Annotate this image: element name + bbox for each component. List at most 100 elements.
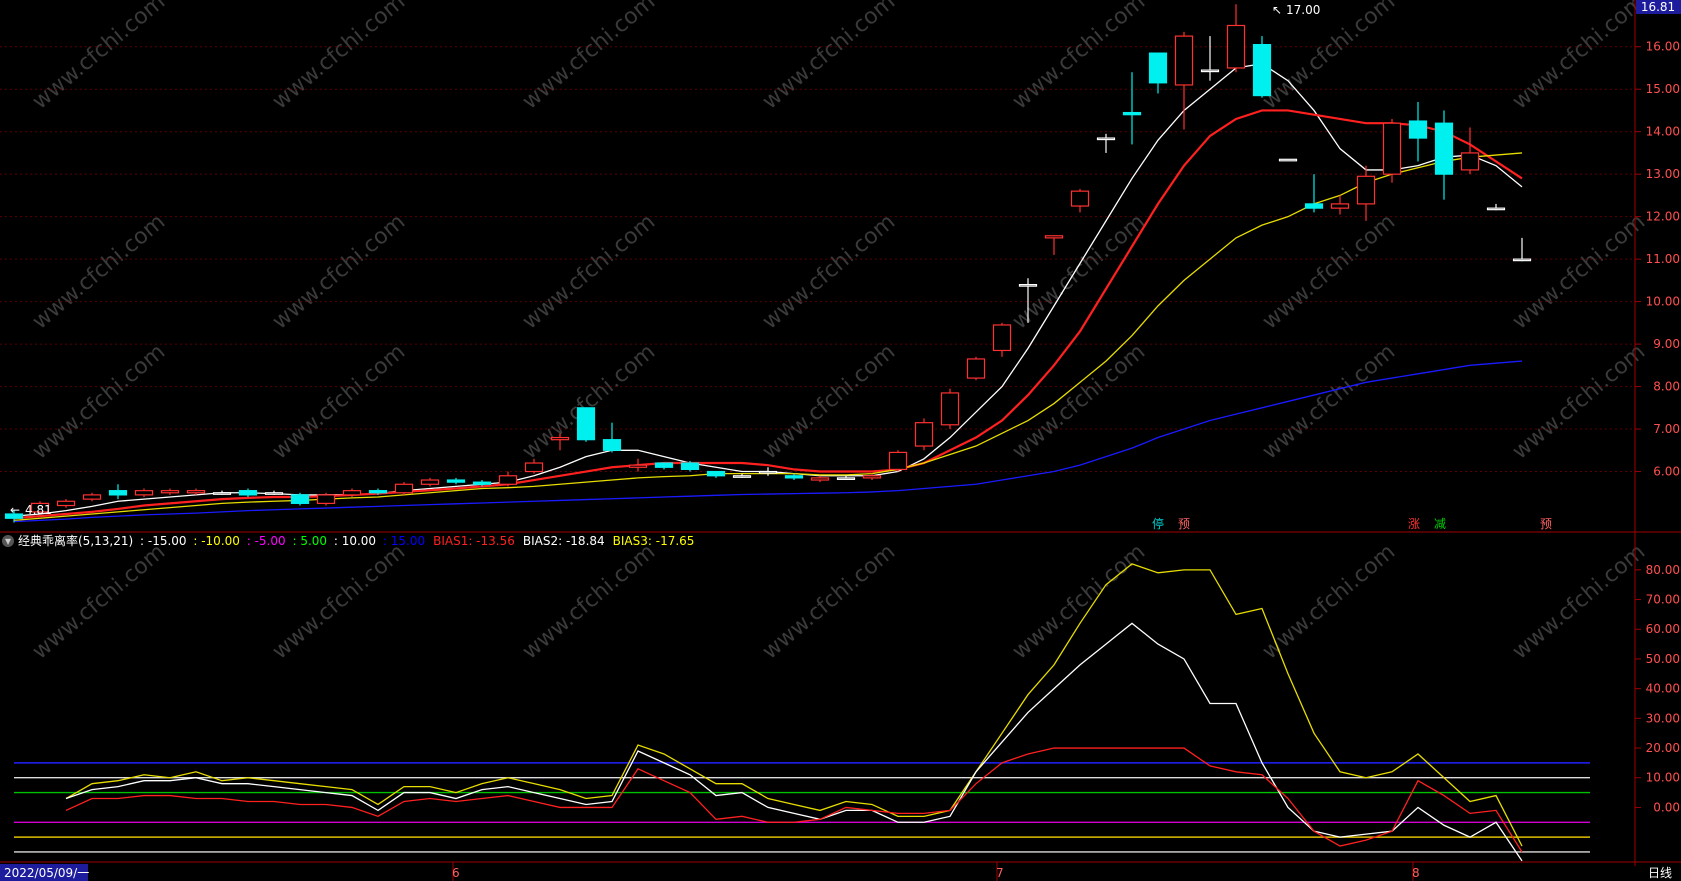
- candlestick-series[interactable]: [4, 4, 1532, 523]
- candle-body[interactable]: [940, 392, 960, 426]
- candle-body[interactable]: [316, 494, 336, 504]
- bias-lines: [65, 563, 1523, 862]
- candle-body[interactable]: [654, 462, 674, 468]
- candle-body[interactable]: [1096, 137, 1116, 141]
- candle-body[interactable]: [82, 494, 102, 500]
- bias-tick-label: 60.00: [1646, 622, 1680, 636]
- candle-body[interactable]: [212, 492, 232, 495]
- candle-body[interactable]: [498, 475, 518, 485]
- candle-body[interactable]: [836, 477, 856, 480]
- candle-body[interactable]: [1174, 35, 1194, 86]
- candle-body[interactable]: [108, 490, 128, 496]
- candle-body[interactable]: [1252, 44, 1272, 97]
- price-tick-label: 14.00: [1646, 125, 1680, 139]
- indicator-menu-icon[interactable]: [2, 535, 14, 547]
- bias-line: [65, 622, 1523, 862]
- bias-value: BIAS3: -17.65: [613, 534, 695, 548]
- start-date-box: [0, 864, 88, 881]
- candle-body[interactable]: [706, 470, 726, 477]
- start-date-label: 2022/05/09/一: [4, 866, 89, 880]
- candle-body[interactable]: [238, 490, 258, 496]
- candle-body[interactable]: [134, 490, 154, 496]
- level-value: : 15.00: [379, 534, 425, 548]
- level-value: : 10.00: [330, 534, 376, 548]
- price-tick-label: 10.00: [1646, 295, 1680, 309]
- candle-body[interactable]: [888, 451, 908, 471]
- bias-tick-label: 40.00: [1646, 682, 1680, 696]
- low-annotation: 4.81: [25, 503, 52, 517]
- candle-body[interactable]: [1122, 111, 1142, 116]
- price-tick-label: 16.00: [1646, 40, 1680, 54]
- candle-body[interactable]: [524, 462, 544, 473]
- candle-body[interactable]: [966, 358, 986, 379]
- candle-body[interactable]: [472, 481, 492, 485]
- month-label-6: 6: [452, 866, 460, 880]
- candle-body[interactable]: [1460, 152, 1480, 171]
- high-annotation: 17.00: [1286, 3, 1320, 17]
- candle-body[interactable]: [810, 477, 830, 481]
- price-tick-label: 6.00: [1653, 465, 1680, 479]
- candle-body[interactable]: [1408, 120, 1428, 139]
- chevron-down-icon: ▾: [5, 534, 11, 548]
- candle-body[interactable]: [1226, 24, 1246, 69]
- candle-body[interactable]: [56, 500, 76, 507]
- candle-body[interactable]: [394, 483, 414, 494]
- candle-body[interactable]: [186, 490, 206, 494]
- level-value: : 5.00: [289, 534, 327, 548]
- candle-body[interactable]: [784, 475, 804, 479]
- candle-body[interactable]: [862, 475, 882, 479]
- candle-body[interactable]: [290, 494, 310, 504]
- bias-tick-label: 0.00: [1653, 800, 1680, 814]
- level-value: : -10.00: [190, 534, 240, 548]
- candle-body[interactable]: [368, 490, 388, 494]
- candle-body[interactable]: [758, 470, 778, 474]
- candle-body[interactable]: [1330, 203, 1350, 209]
- candle-body[interactable]: [602, 439, 622, 451]
- candle-body[interactable]: [1200, 69, 1220, 73]
- price-axis: 16.00 15.00 14.00 13.00 12.00 11.00 10.00 9.00 8…: [1635, 40, 1680, 479]
- candle-body[interactable]: [914, 422, 934, 447]
- candle-body[interactable]: [1018, 284, 1038, 287]
- bias-tick-label: 30.00: [1646, 711, 1680, 725]
- candle-body[interactable]: [1278, 158, 1298, 162]
- signal-marker-1: 停: [1152, 516, 1164, 531]
- period-label[interactable]: 日线: [1648, 866, 1672, 880]
- signal-marker-3: 涨: [1408, 516, 1420, 531]
- candle-body[interactable]: [1070, 190, 1090, 207]
- level-value: : -15.00: [140, 534, 187, 548]
- candle-body[interactable]: [1148, 52, 1168, 84]
- candle-body[interactable]: [732, 475, 752, 478]
- candle-body[interactable]: [1356, 175, 1376, 205]
- bias-tick-label: 10.00: [1646, 771, 1680, 785]
- candle-body[interactable]: [1382, 122, 1402, 175]
- candle-body[interactable]: [1512, 258, 1532, 262]
- candle-body[interactable]: [1304, 203, 1324, 209]
- candle-body[interactable]: [342, 490, 362, 496]
- bias-value: BIAS1: -13.56: [433, 534, 515, 548]
- indicator-header[interactable]: 经典乖离率(5,13,21) : -15.00 : -10.00 : -5.00…: [18, 533, 694, 548]
- current-price-box: [1636, 0, 1681, 14]
- candle-body[interactable]: [680, 462, 700, 471]
- candle-body[interactable]: [30, 502, 50, 513]
- candle-body[interactable]: [160, 490, 180, 494]
- bias-line: [65, 563, 1523, 847]
- candle-body[interactable]: [420, 479, 440, 485]
- candle-body[interactable]: [576, 407, 596, 441]
- candle-body[interactable]: [1486, 207, 1506, 211]
- candle-body[interactable]: [550, 436, 570, 441]
- candle-body[interactable]: [446, 479, 466, 483]
- signal-marker-4: 减: [1434, 517, 1446, 531]
- indicator-title: 经典乖离率(5,13,21): [18, 533, 133, 548]
- bias-reference-lines: [14, 762, 1590, 853]
- month-label-7: 7: [996, 866, 1004, 880]
- bias-tick-label: 20.00: [1646, 741, 1680, 755]
- bias-tick-label: 80.00: [1646, 563, 1680, 577]
- candle-body[interactable]: [992, 324, 1012, 352]
- candle-body[interactable]: [1434, 122, 1454, 175]
- candle-body[interactable]: [1044, 235, 1064, 239]
- candle-body[interactable]: [628, 464, 648, 468]
- candle-body[interactable]: [264, 492, 284, 495]
- bias-line: [65, 747, 1523, 853]
- candle-body[interactable]: [4, 513, 24, 519]
